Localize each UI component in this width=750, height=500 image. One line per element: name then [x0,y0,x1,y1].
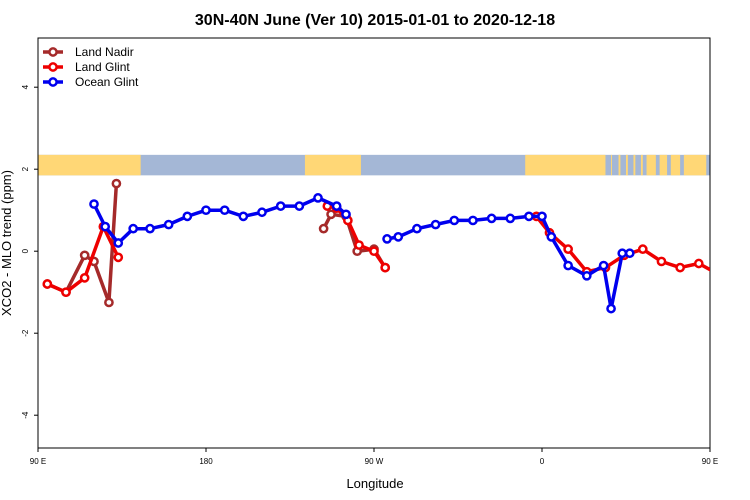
map-land [646,154,656,176]
map-land [618,154,621,176]
series-line [535,215,710,274]
map-land [640,154,643,176]
data-point [606,303,616,314]
data-point [486,213,497,224]
data-point [79,273,90,283]
data-point [468,215,478,226]
y-tick-label: 2 [21,166,30,171]
data-point [219,205,230,216]
legend-label: Land Glint [75,60,130,74]
map-land [683,154,707,176]
map-land [304,154,361,176]
data-point [393,232,404,242]
data-point [341,209,351,220]
data-point [505,213,516,224]
data-point [382,234,392,244]
data-point [113,252,124,263]
data-point [100,221,111,232]
data-point [617,248,628,259]
data-point [624,248,635,259]
data-point [163,219,174,230]
data-point [89,199,99,209]
legend-marker [48,62,58,72]
data-point [449,215,460,226]
data-point [412,223,422,234]
map-land [525,154,606,176]
data-point [326,209,336,220]
data-point [275,201,286,211]
map-land [633,154,636,176]
x-tick-label: 90 E [702,457,718,466]
data-point [693,258,704,269]
data-point [563,244,573,254]
series-layer [42,178,710,314]
x-tick-label: 0 [540,457,545,466]
data-point [313,193,323,203]
map-strip [38,154,710,176]
data-point [637,244,648,254]
series-land-nadir [42,178,391,308]
data-point [111,178,122,189]
x-axis: 90 E 180 90 W 0 90 E [30,448,718,466]
data-point [598,260,609,271]
data-point [380,262,391,273]
x-tick-label: 90 W [365,457,384,466]
data-point [354,240,364,250]
data-point [563,260,573,271]
data-point [238,211,249,222]
data-point [257,207,267,218]
map-land [659,154,668,176]
y-axis: -4 -2 0 2 4 [21,84,38,419]
map-land [626,154,628,176]
data-point [113,238,124,248]
map-land [38,154,141,176]
data-point [61,287,71,298]
legend-label: Land Nadir [75,45,134,59]
legend-label: Ocean Glint [75,75,139,89]
data-point [318,223,329,234]
data-point [128,223,139,234]
data-point [524,211,534,222]
y-tick-label: 4 [21,84,30,89]
series-line [386,214,630,311]
plot-frame [37,37,711,449]
data-point [675,262,685,273]
data-point [331,201,342,211]
data-point [104,297,114,308]
data-point [201,205,211,216]
legend-marker [48,47,58,57]
series-land-glint [42,201,710,298]
y-axis-label: XCO2 - MLO trend (ppm) [0,170,14,316]
series-line [46,183,119,305]
data-point [42,279,53,289]
y-tick-label: 0 [21,248,30,253]
data-point [430,219,441,230]
legend-marker [48,77,58,87]
series-line [92,196,348,245]
data-point [581,270,592,281]
data-point [656,256,667,267]
y-tick-label: -4 [21,411,30,419]
y-tick-label: -2 [21,329,30,337]
series-line [322,212,387,269]
data-point [145,223,155,234]
chart-title: 30N-40N June (Ver 10) 2015-01-01 to 2020… [195,12,555,29]
data-point [546,232,557,242]
data-point [294,201,305,211]
series-ocean-glint [89,193,635,314]
x-axis-label: Longitude [346,476,403,491]
map-land [670,154,681,176]
x-tick-label: 180 [199,457,213,466]
data-point [537,211,547,222]
map-land [611,154,612,176]
data-point [182,211,193,222]
x-tick-label: 90 E [30,457,46,466]
data-point [79,250,90,261]
data-point [369,246,379,257]
